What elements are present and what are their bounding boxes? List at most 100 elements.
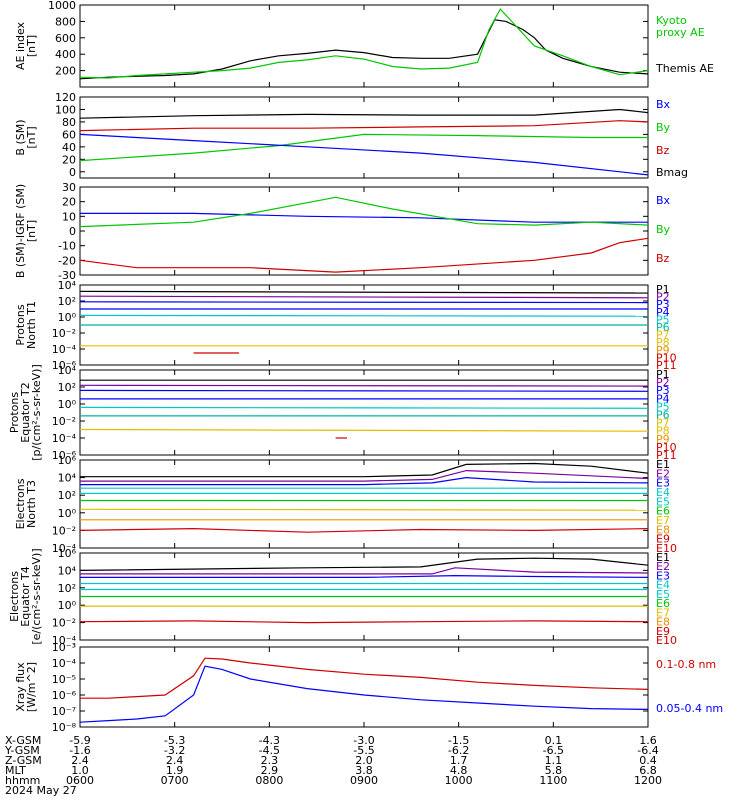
y-tick-label: 200 bbox=[55, 65, 76, 78]
legend-entry: P7 bbox=[656, 329, 670, 342]
y-tick-label: 10⁰ bbox=[58, 507, 77, 520]
series-line-by bbox=[79, 133, 648, 162]
y-tick-label: 20 bbox=[62, 153, 76, 166]
y-tick-label: 10⁻⁶ bbox=[52, 359, 77, 372]
y-tick-label: 10⁻⁶ bbox=[52, 449, 77, 462]
legend-entry: E8 bbox=[656, 523, 670, 536]
legend-entry: E2 bbox=[656, 560, 670, 573]
series-line-e9 bbox=[79, 527, 649, 533]
ephemeris-value: 2.0 bbox=[355, 754, 373, 767]
panel-frame bbox=[79, 4, 649, 88]
series-line-bmag bbox=[79, 108, 649, 119]
y-axis-label: [e/(cm²-s-sr-keV)] bbox=[30, 548, 43, 644]
series-line-e1 bbox=[80, 462, 649, 478]
legend-entry: E1 bbox=[656, 458, 670, 471]
legend-entry: E9 bbox=[656, 625, 670, 638]
y-axis-label: [nT] bbox=[25, 35, 38, 57]
series-line-0-1-0-8-nm bbox=[80, 657, 649, 699]
y-tick-label: 10⁻⁶ bbox=[52, 689, 77, 702]
ephemeris-row-label: Y-GSM bbox=[4, 744, 40, 757]
legend-entry: E7 bbox=[656, 514, 670, 527]
ephemeris-value: 2.9 bbox=[261, 764, 279, 777]
series-line-e2 bbox=[80, 469, 649, 482]
ephemeris-value: -3.0 bbox=[353, 734, 374, 747]
legend-entry: Bx bbox=[656, 194, 671, 207]
y-tick-label: 10⁻² bbox=[52, 524, 76, 537]
y-tick-label: 10² bbox=[58, 295, 76, 308]
ephemeris-row-label: hhmm bbox=[5, 774, 40, 787]
legend-entry: By bbox=[656, 223, 671, 236]
ephemeris-value: -5.5 bbox=[353, 744, 374, 757]
y-axis-label: AE index bbox=[14, 21, 27, 70]
legend-entry: P4 bbox=[656, 306, 670, 319]
ephemeris-value: -1.5 bbox=[448, 734, 469, 747]
ephemeris-value: 0.4 bbox=[639, 754, 657, 767]
y-tick-label: 100 bbox=[55, 103, 76, 116]
y-tick-label: 10 bbox=[62, 210, 76, 223]
y-tick-label: -30 bbox=[58, 269, 76, 282]
series-line-p7 bbox=[79, 428, 649, 432]
y-tick-label: 10⁶ bbox=[58, 547, 77, 560]
series-line-e3 bbox=[80, 476, 649, 486]
series-line-p1 bbox=[79, 290, 649, 294]
legend-entry: P7 bbox=[656, 417, 670, 430]
series-line-e3 bbox=[80, 574, 649, 579]
y-tick-label: 10⁻⁸ bbox=[52, 721, 77, 734]
legend-entry: E9 bbox=[656, 533, 670, 546]
y-axis-label: Xray flux bbox=[14, 662, 27, 712]
y-tick-label: 10⁻² bbox=[52, 617, 76, 630]
ephemeris-value: 1.9 bbox=[166, 764, 184, 777]
legend-entry: P11 bbox=[656, 359, 677, 372]
legend-entry: E6 bbox=[656, 597, 670, 610]
y-axis-label: Equator T2 bbox=[19, 382, 32, 442]
ephemeris-value: 0800 bbox=[255, 774, 283, 787]
y-axis-label: Protons bbox=[8, 392, 21, 433]
y-tick-label: 10⁴ bbox=[58, 364, 77, 377]
y-tick-label: 1000 bbox=[48, 0, 76, 12]
y-tick-label: 10⁰ bbox=[58, 398, 77, 411]
legend-entry: proxy AE bbox=[656, 26, 705, 39]
ephemeris-value: -6.5 bbox=[543, 744, 564, 757]
series-line-bz bbox=[79, 120, 649, 132]
legend-entry: Bz bbox=[656, 252, 670, 265]
ephemeris-value: 2.4 bbox=[166, 754, 184, 767]
ephemeris-value: -6.4 bbox=[637, 744, 658, 757]
legend-entry: E4 bbox=[656, 579, 670, 592]
y-tick-label: 10⁻² bbox=[52, 415, 76, 428]
series-line-e9 bbox=[79, 620, 649, 624]
y-tick-label: 10⁻³ bbox=[52, 641, 76, 654]
ephemeris-row-label: X-GSM bbox=[5, 734, 41, 747]
y-tick-label: 800 bbox=[55, 15, 76, 28]
legend-entry: P10 bbox=[656, 351, 677, 364]
y-tick-label: 120 bbox=[55, 91, 76, 104]
legend-entry: P10 bbox=[656, 441, 677, 454]
series-line-p5 bbox=[79, 406, 649, 409]
series-line-bz bbox=[79, 237, 649, 273]
y-tick-label: 0 bbox=[69, 166, 76, 179]
y-tick-label: 10⁴ bbox=[58, 564, 77, 577]
ephemeris-value: -5.9 bbox=[69, 734, 90, 747]
y-tick-label: -10 bbox=[58, 240, 76, 253]
series-line-p2 bbox=[79, 295, 649, 299]
ephemeris-value: 0.1 bbox=[545, 734, 563, 747]
series-line-0-05-0-4-nm bbox=[79, 665, 649, 723]
legend-entry: P5 bbox=[656, 313, 670, 326]
y-tick-label: 80 bbox=[62, 116, 76, 129]
series-line-p2 bbox=[79, 384, 649, 387]
ephemeris-value: -4.5 bbox=[259, 744, 280, 757]
legend-entry: E2 bbox=[656, 467, 670, 480]
y-tick-label: 10⁻⁵ bbox=[52, 673, 76, 686]
ephemeris-table: X-GSM -5.9 -5.3 -4.3 -3.0 -1.5 0.1 1.6 Y-GSM -1.6… bbox=[4, 734, 662, 787]
legend-entry: E5 bbox=[656, 495, 670, 508]
panel-frame bbox=[79, 459, 649, 549]
series-line-bx bbox=[80, 212, 648, 223]
y-axis-label: Electrons bbox=[14, 478, 27, 529]
legend-entry: Bmag bbox=[656, 166, 688, 179]
ephemeris-value: 2.3 bbox=[261, 754, 279, 767]
y-axis-label: North T1 bbox=[25, 301, 38, 349]
legend-entry: P6 bbox=[656, 321, 670, 334]
legend-entry: P8 bbox=[656, 336, 670, 349]
ephemeris-value: 3.8 bbox=[355, 764, 373, 777]
